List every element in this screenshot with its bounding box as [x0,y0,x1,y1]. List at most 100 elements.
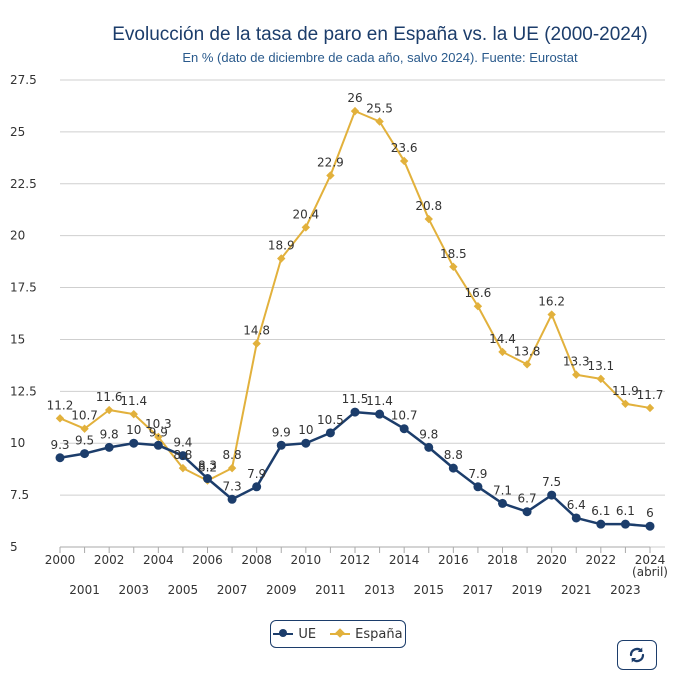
x-tick-label: 2022 [586,553,617,567]
x-tick-label: 2005 [168,583,199,597]
legend-label-ue: UE [298,626,317,642]
data-point-espana[interactable] [252,339,261,348]
data-labels: 11.210.711.611.410.38.88.28.814.818.920.… [47,91,664,520]
data-point-espana[interactable] [178,463,188,473]
data-point-espana[interactable] [547,310,556,319]
data-label-espana: 11.4 [120,394,147,408]
data-point-espana[interactable] [572,370,581,379]
data-label-espana: 18.9 [268,238,295,252]
x-tick-label: 2023 [610,583,641,597]
data-point-espana[interactable] [350,106,360,116]
series [55,106,655,531]
data-point-ue[interactable] [325,428,335,438]
data-point-ue[interactable] [596,519,606,529]
data-point-ue[interactable] [645,521,655,531]
data-point-espana[interactable] [326,171,335,180]
x-tick-label: 2008 [241,553,272,567]
data-point-ue[interactable] [178,451,188,461]
data-point-espana[interactable] [645,403,655,413]
x-tick-label: 2018 [487,553,518,567]
data-label-ue: 10 [298,423,313,437]
data-point-espana[interactable] [55,414,65,423]
data-point-ue[interactable] [129,438,139,448]
data-point-espana[interactable] [301,223,311,232]
data-label-espana: 14.8 [243,324,270,338]
data-point-ue[interactable] [375,409,385,419]
data-point-ue[interactable] [522,507,532,517]
data-point-ue[interactable] [571,513,581,523]
data-point-ue[interactable] [153,440,163,450]
data-point-espana[interactable] [399,156,409,166]
data-point-espana[interactable] [621,399,630,408]
y-tick-label: 27.5 [10,73,37,87]
data-label-espana: 8.8 [173,448,192,462]
legend-item-ue[interactable]: UE [273,627,316,642]
data-point-espana[interactable] [498,347,507,357]
data-label-ue: 11.4 [366,394,393,408]
data-point-espana[interactable] [227,463,237,473]
data-point-ue[interactable] [80,449,90,459]
data-point-ue[interactable] [104,442,114,452]
data-label-ue: 7.3 [223,479,242,493]
data-point-ue[interactable] [399,424,409,434]
y-tick-label: 7.5 [10,488,29,502]
data-label-ue: 11.5 [342,392,369,406]
x-tick-label: 2007 [217,583,248,597]
data-point-ue[interactable] [424,442,434,452]
data-label-ue: 8.8 [444,448,463,462]
data-point-ue[interactable] [276,440,286,450]
data-point-ue[interactable] [547,490,557,500]
data-point-espana[interactable] [424,214,433,224]
data-label-ue: 9.3 [50,438,69,452]
circle-marker-icon [279,629,288,637]
x-tick-label: 2017 [463,583,494,597]
data-point-ue[interactable] [620,519,630,529]
x-tick-label: 2016 [438,553,469,567]
x-tick-label: 2000 [45,553,76,567]
data-label-ue: 8.3 [198,459,217,473]
chart-title: Evolucción de la tasa de paro en España … [112,24,648,45]
data-label-espana: 11.7 [637,388,664,402]
data-label-espana: 11.2 [47,398,74,412]
data-point-espana[interactable] [104,405,114,415]
x-tick-label: 2015 [413,583,444,597]
data-point-espana[interactable] [129,409,138,419]
data-point-ue[interactable] [55,453,65,463]
legend: UE España [270,620,406,648]
data-point-espana[interactable] [277,254,286,263]
data-point-espana[interactable] [596,374,606,384]
data-label-ue: 9.8 [419,427,438,441]
data-point-ue[interactable] [301,438,311,448]
legend-line-espana [330,628,351,638]
data-point-espana[interactable] [473,302,483,311]
data-point-espana[interactable] [375,117,384,126]
data-label-espana: 16.2 [538,295,565,309]
data-label-espana: 10.7 [71,409,98,423]
data-point-ue[interactable] [498,498,507,508]
y-tick-label: 12.5 [10,384,37,398]
x-tick-label: 2010 [291,553,322,567]
data-label-ue: 6 [646,506,654,520]
data-label-ue: 9.4 [173,436,192,450]
legend-item-espana[interactable]: España [330,627,403,642]
data-point-espana[interactable] [154,432,163,442]
grid [60,79,665,548]
data-point-espana[interactable] [449,262,458,271]
data-point-ue[interactable] [448,463,458,473]
data-point-espana[interactable] [80,424,89,433]
data-label-ue: 6.7 [518,492,537,506]
data-point-ue[interactable] [227,494,237,504]
data-point-ue[interactable] [252,482,262,492]
data-point-ue[interactable] [473,482,483,492]
data-label-espana: 14.4 [489,332,516,346]
x-tick-label: 2019 [512,583,543,597]
data-point-ue[interactable] [350,407,360,417]
data-label-ue: 10 [126,423,141,437]
data-point-espana[interactable] [522,360,532,369]
x-axis: 2000 2001 2002 2003 2004 2005 2006 2007 2008 2009… [45,546,668,597]
x-tick-label: 2021 [561,583,592,597]
data-point-ue[interactable] [203,474,212,484]
reset-zoom-button[interactable] [617,640,657,670]
x-tick-label: 2004 [143,553,174,567]
